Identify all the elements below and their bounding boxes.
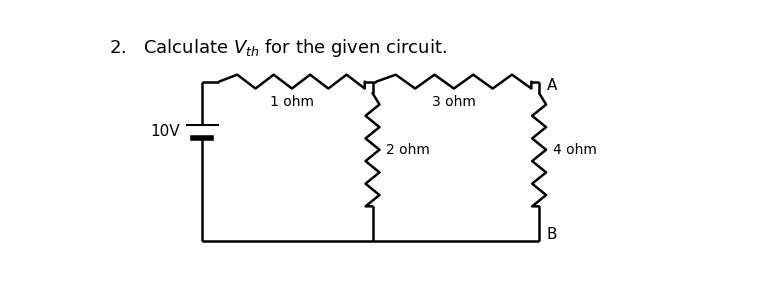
Text: 2 ohm: 2 ohm [386, 143, 430, 157]
Text: A: A [547, 78, 557, 93]
Text: 3 ohm: 3 ohm [432, 95, 476, 109]
Text: 2.   Calculate $V_{th}$ for the given circuit.: 2. Calculate $V_{th}$ for the given circ… [109, 37, 447, 60]
Text: 1 ohm: 1 ohm [270, 95, 314, 109]
Text: B: B [547, 227, 558, 242]
Text: 10V: 10V [150, 124, 180, 139]
Text: 4 ohm: 4 ohm [553, 143, 597, 157]
